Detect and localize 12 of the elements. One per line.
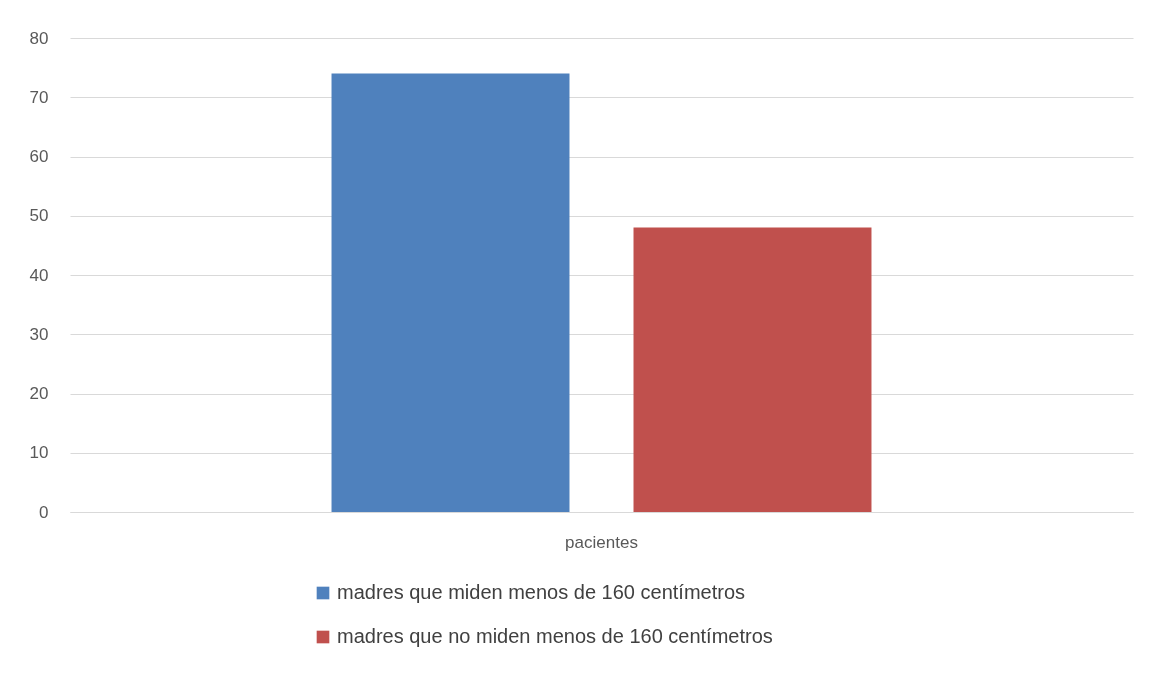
y-tick-label: 10	[29, 443, 49, 463]
y-tick-label: 20	[29, 384, 49, 403]
y-tick-label: 30	[29, 324, 49, 344]
y-tick-label: 0	[39, 502, 49, 522]
y-tick-label: 60	[29, 147, 49, 166]
y-tick-label: 80	[29, 28, 49, 48]
y-tick-label: 70	[29, 87, 49, 107]
y-tick-label: 40	[29, 265, 49, 285]
legend-label: madres que no miden menos de 160 centímetros	[337, 625, 773, 647]
legend-label: madres que miden menos de 160 centímetros	[337, 581, 745, 603]
x-tick-label: pacientes	[565, 532, 638, 552]
y-tick-label: 50	[29, 206, 49, 226]
